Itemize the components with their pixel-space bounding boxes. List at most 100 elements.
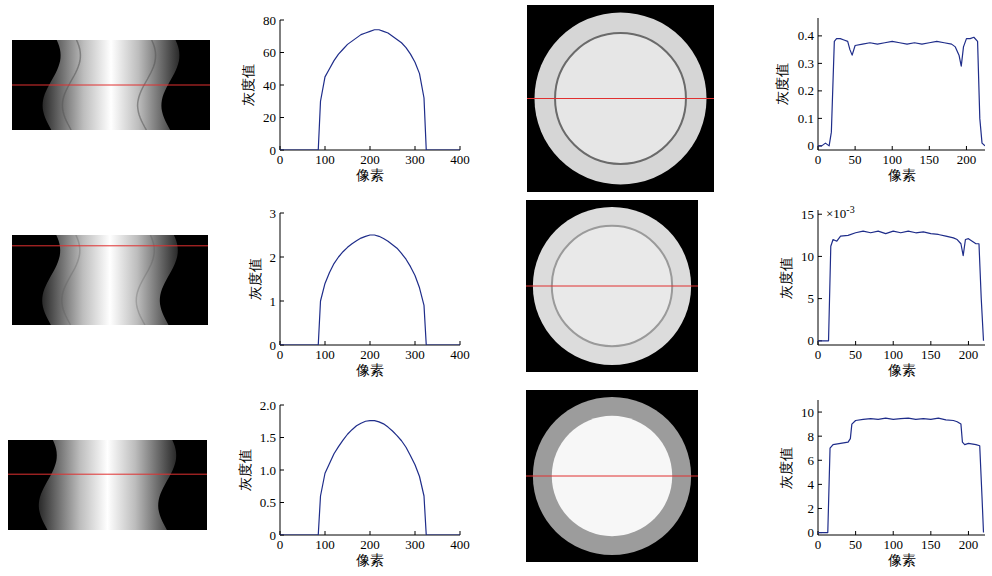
y-axis-title: 灰度值 [774, 63, 790, 105]
y-tick-label: 0 [808, 525, 815, 540]
x-tick-label: 0 [815, 347, 822, 362]
figure: 0100200300400020406080像素灰度值0501001502000… [0, 0, 992, 576]
x-tick [893, 531, 894, 535]
x-tick [855, 531, 856, 535]
y-tick-label: 0 [270, 143, 277, 158]
image-ground [526, 390, 698, 562]
plot-area [818, 37, 985, 146]
x-tick-label: 100 [315, 537, 335, 552]
x-tick [818, 341, 819, 345]
y-tick [280, 213, 284, 214]
profile-line [527, 98, 714, 99]
x-axis-title: 像素 [356, 362, 384, 378]
x-tick-label: 200 [957, 152, 977, 167]
x-tick-label: 50 [849, 537, 862, 552]
y-axis-title: 灰度值 [247, 258, 263, 300]
x-axis-title: 像素 [356, 167, 384, 183]
y-tick [280, 301, 284, 302]
y-tick [280, 52, 284, 53]
y-tick-label: 1.5 [260, 430, 276, 445]
x-tick-label: 150 [921, 347, 941, 362]
x-axis-title: 像素 [888, 167, 916, 183]
x-tick-label: 50 [849, 347, 862, 362]
plot-area [818, 418, 984, 533]
y-axis [818, 210, 819, 345]
y-tick-label: 0.3 [798, 56, 814, 71]
ct-image [526, 390, 698, 562]
y-tick-label: 0 [270, 338, 277, 353]
y-tick-label: 0.2 [798, 83, 814, 98]
x-tick-label: 400 [450, 537, 470, 552]
x-tick-label: 400 [450, 347, 470, 362]
x-tick-label: 0 [815, 537, 822, 552]
y-axis-title: 灰度值 [778, 447, 794, 489]
x-tick-label: 200 [959, 537, 979, 552]
profile-curve [280, 421, 460, 535]
y-tick-label: 0 [808, 138, 815, 153]
chart: 0501001502000246810像素灰度值 [778, 400, 985, 568]
x-tick-label: 150 [921, 537, 941, 552]
plot-area [280, 235, 460, 345]
plot-area [280, 421, 460, 535]
chart: 050100150200051015像素灰度值×10-3 [778, 204, 985, 378]
x-axis [818, 150, 985, 151]
y-tick-label: 0.1 [798, 111, 814, 126]
x-tick [370, 341, 371, 345]
x-tick [415, 146, 416, 150]
inner-edge [62, 235, 80, 325]
y-axis-title: 灰度值 [237, 449, 253, 491]
y-tick [280, 257, 284, 258]
y-tick-label: 0.4 [798, 28, 815, 43]
y-tick [280, 20, 284, 21]
y-tick-label: 0 [808, 333, 815, 348]
profile-curve [818, 231, 984, 341]
x-tick [966, 146, 967, 150]
projection-image [12, 235, 208, 325]
y-tick-label: 2 [808, 501, 815, 516]
x-axis [818, 345, 985, 346]
profile-curve [818, 418, 984, 533]
bright-band [39, 440, 176, 530]
y-tick-label: 20 [263, 110, 276, 125]
y-tick [280, 85, 284, 86]
chart: 05010015020000.10.20.30.4像素灰度值 [774, 18, 985, 183]
x-tick [415, 531, 416, 535]
x-tick-label: 0 [277, 347, 284, 362]
x-tick-label: 400 [450, 152, 470, 167]
chart: 0100200300400020406080像素灰度值 [240, 13, 470, 184]
chart: 010020030040000.51.01.52.0像素灰度值 [237, 398, 470, 569]
x-tick-label: 100 [882, 152, 902, 167]
y-tick-label: 10 [801, 249, 814, 264]
y-axis [280, 213, 281, 345]
y-tick-label: 0.5 [260, 495, 276, 510]
x-tick-label: 200 [360, 152, 380, 167]
y-axis-title: 灰度值 [240, 64, 256, 106]
image-ground [527, 5, 714, 192]
y-tick-label: 0 [270, 528, 277, 543]
y-tick [818, 436, 822, 437]
x-axis-title: 像素 [888, 552, 916, 568]
bright-band [42, 235, 178, 325]
x-tick-label: 0 [277, 537, 284, 552]
x-tick-label: 200 [959, 347, 979, 362]
y-tick-label: 60 [263, 45, 276, 60]
projection-image [8, 440, 207, 530]
x-tick [855, 146, 856, 150]
y-tick [818, 412, 822, 413]
x-axis-title: 像素 [888, 362, 916, 378]
x-axis [818, 535, 985, 536]
y-tick-label: 2.0 [260, 398, 276, 413]
y-tick-label: 2 [270, 250, 277, 265]
x-tick [893, 341, 894, 345]
x-tick-label: 150 [920, 152, 940, 167]
multiplier-exponent: -3 [846, 204, 854, 215]
y-tick [818, 460, 822, 461]
x-tick [370, 146, 371, 150]
y-tick-label: 1.0 [260, 463, 276, 478]
x-tick-label: 100 [883, 347, 903, 362]
x-tick [968, 531, 969, 535]
profile-curve [280, 235, 460, 345]
ct-image [526, 200, 698, 372]
image-ground [12, 235, 208, 325]
y-tick [818, 63, 822, 64]
